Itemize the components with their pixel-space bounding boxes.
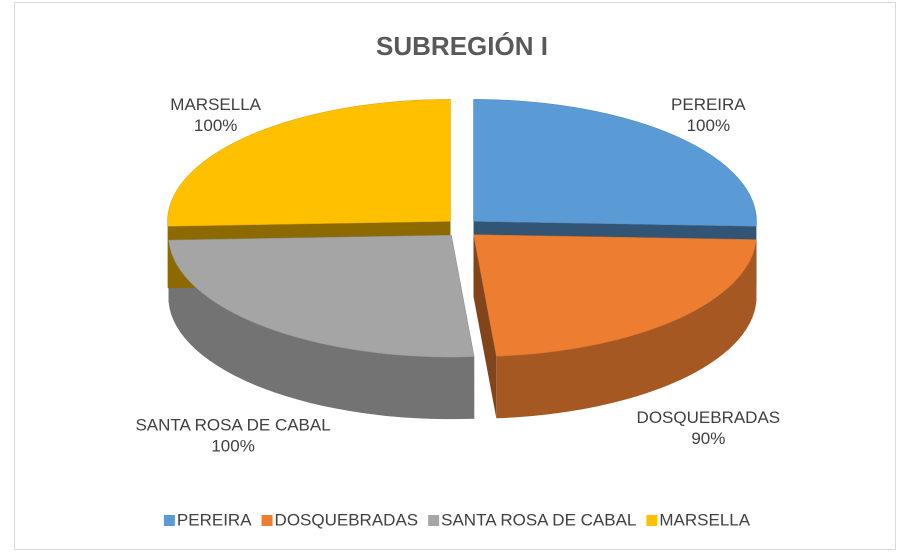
- legend-label: SANTA ROSA DE CABAL: [441, 510, 636, 529]
- slice: [168, 234, 475, 358]
- slice: [473, 234, 757, 357]
- legend-label: DOSQUEBRADAS: [275, 510, 419, 529]
- legend-swatch: [261, 515, 273, 526]
- legend-label: PEREIRA: [177, 510, 252, 529]
- legend-swatch: [163, 515, 175, 526]
- slice: [167, 99, 451, 227]
- data-label: DOSQUEBRADAS 90%: [637, 408, 781, 448]
- legend-swatch: [428, 515, 440, 526]
- slice: [473, 99, 757, 227]
- data-label-value: 100%: [211, 436, 254, 455]
- data-label-category: DOSQUEBRADAS: [637, 408, 781, 427]
- slice-side: [473, 234, 497, 419]
- data-label-category: PEREIRA: [671, 95, 746, 114]
- data-label: MARSELLA 100%: [170, 95, 261, 135]
- data-label-value: 90%: [691, 429, 725, 448]
- legend-swatch: [646, 515, 658, 526]
- data-label-category: SANTA ROSA DE CABAL: [135, 415, 330, 434]
- slice-wall: [168, 240, 475, 420]
- legend-label: MARSELLA: [659, 510, 750, 529]
- data-label-value: 100%: [687, 116, 730, 135]
- slice-wall: [496, 239, 757, 419]
- data-label-category: MARSELLA: [170, 95, 261, 114]
- data-label: PEREIRA 100%: [671, 95, 746, 135]
- chart-title: SUBREGIÓN I: [376, 31, 548, 61]
- data-label-value: 100%: [194, 116, 237, 135]
- data-label: SANTA ROSA DE CABAL 100%: [135, 415, 330, 455]
